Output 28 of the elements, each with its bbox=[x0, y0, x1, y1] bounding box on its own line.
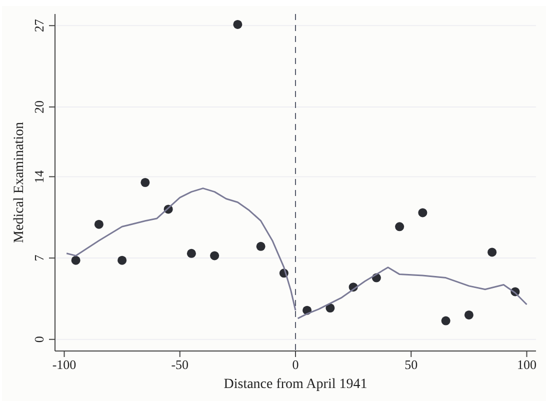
point bbox=[140, 178, 150, 188]
y-tick-label: 14 bbox=[31, 170, 46, 184]
line-series bbox=[66, 188, 296, 312]
point bbox=[418, 208, 428, 218]
point bbox=[326, 304, 335, 313]
y-axis-title: Medical Examination bbox=[12, 122, 27, 243]
x-tick-label: 0 bbox=[292, 357, 299, 372]
y-tick-label: 0 bbox=[31, 336, 46, 343]
point bbox=[210, 251, 220, 260]
y-tick-label: 7 bbox=[31, 254, 46, 262]
x-tick-label: 50 bbox=[404, 357, 418, 372]
point bbox=[395, 222, 404, 232]
point bbox=[256, 242, 266, 251]
line-series bbox=[297, 266, 528, 320]
x-axis-title: Distance from April 1941 bbox=[224, 377, 368, 392]
point bbox=[441, 316, 450, 326]
point bbox=[71, 256, 80, 265]
y-tick-label: 27 bbox=[31, 18, 46, 32]
x-tick-label: -50 bbox=[171, 357, 189, 372]
x-tick-label: -100 bbox=[52, 357, 76, 372]
point bbox=[233, 20, 242, 29]
point bbox=[464, 310, 474, 320]
point bbox=[118, 256, 127, 265]
y-tick-label: 20 bbox=[31, 100, 46, 114]
point bbox=[94, 220, 104, 229]
point bbox=[488, 248, 497, 257]
x-tick-label: 100 bbox=[517, 357, 536, 372]
point bbox=[186, 248, 196, 258]
